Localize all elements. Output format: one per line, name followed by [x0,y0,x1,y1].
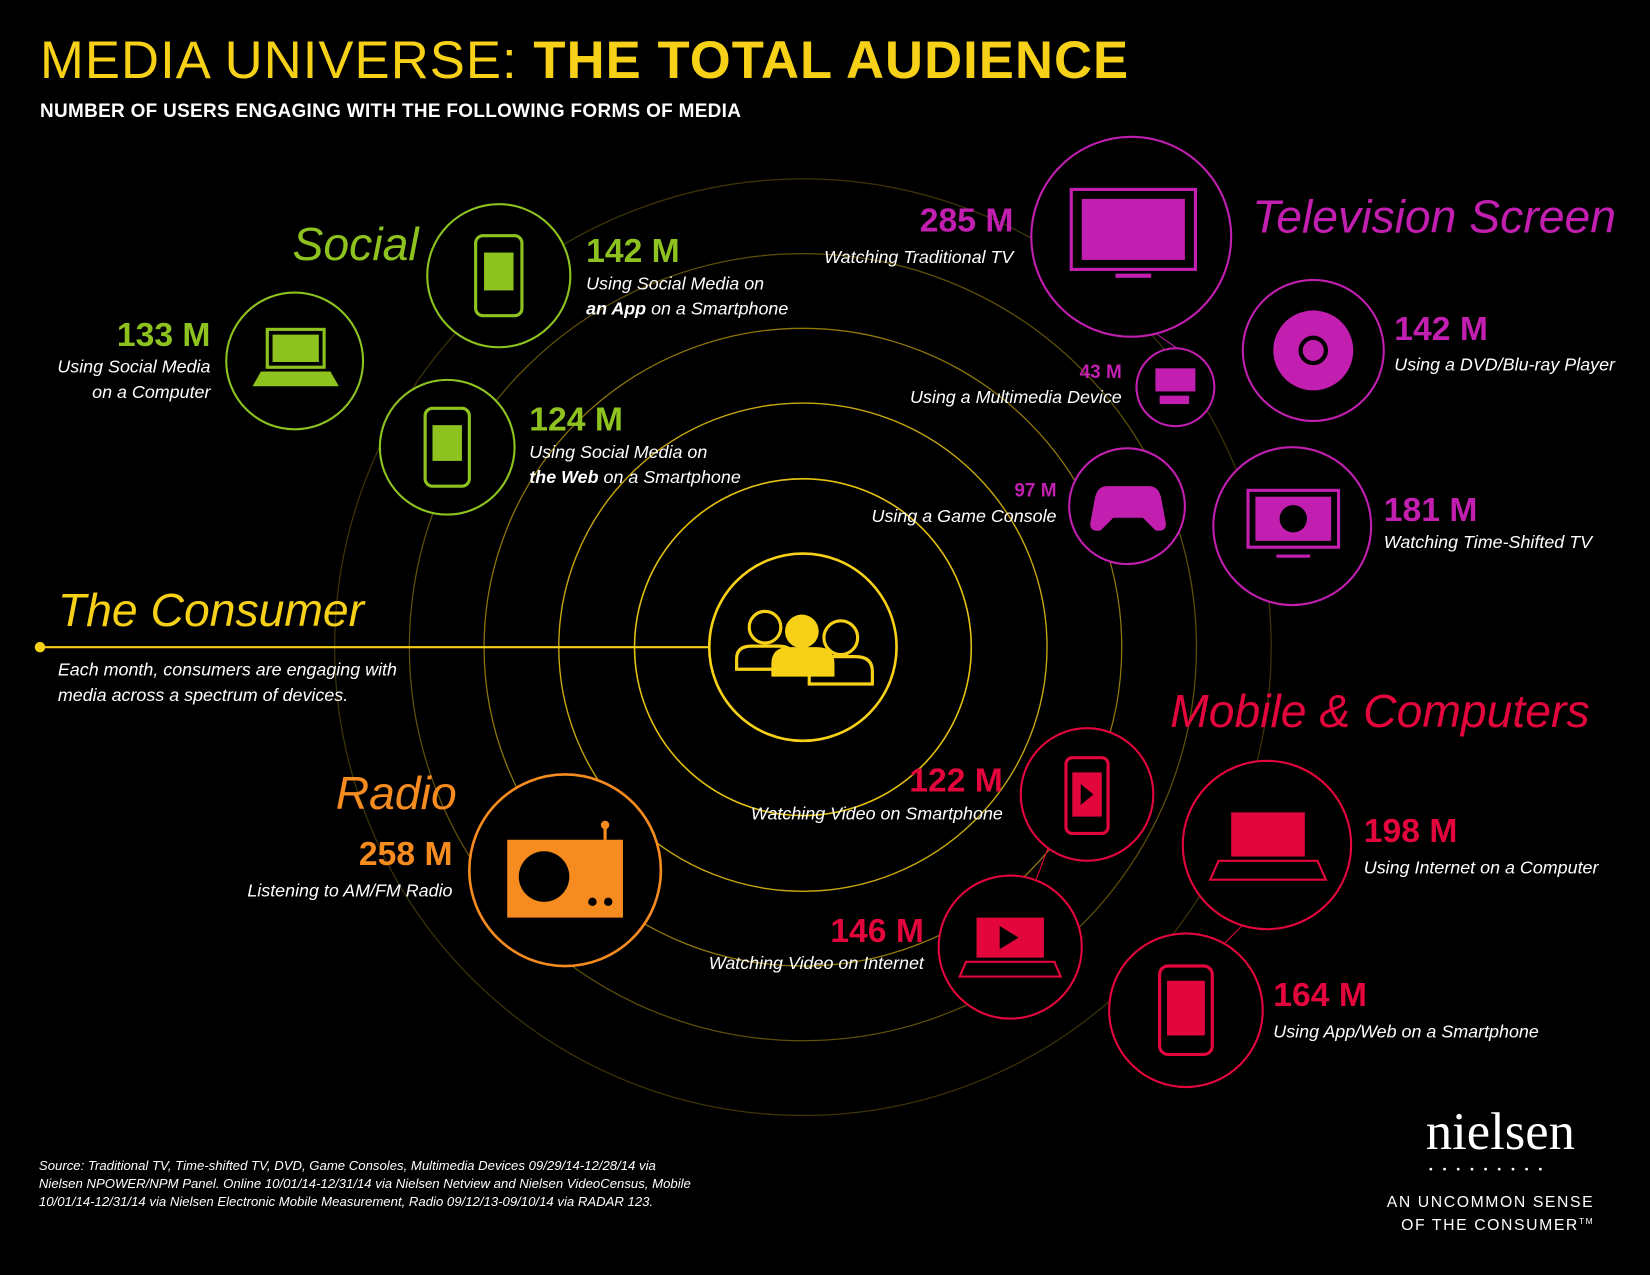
category-television: Television Screen [1252,191,1617,244]
tv-icon [1069,187,1197,278]
stat-value: 142 M [586,231,680,270]
people-icon-center [771,614,835,677]
stat-value: 97 M [1014,479,1057,501]
desc-line: on a Smartphone [598,467,741,488]
stat-desc: Listening to AM/FM Radio [247,880,453,901]
tagline: AN UNCOMMON SENSE OF THE CONSUMERTM [1368,1191,1594,1237]
laptop-chat-icon [252,327,339,387]
tagline-line: AN UNCOMMON SENSE [1386,1193,1595,1212]
desc-line: on a Computer [92,381,211,402]
logo-dots: ••••••••• [1429,1163,1553,1176]
consumer-pointer-dot [34,641,46,653]
smartphone-chat-icon [474,234,524,318]
stat-value: 124 M [529,399,623,438]
desc-line: media across a spectrum of devices. [57,685,349,706]
trademark: TM [1578,1216,1595,1226]
stat-desc: Using App/Web on a Smartphone [1273,1021,1539,1042]
gamepad-icon [1090,486,1166,531]
stat-desc: Using Social Media on a Computer [57,355,210,406]
title-light: MEDIA UNIVERSE: [39,30,518,90]
stat-desc: Using a DVD/Blu-ray Player [1394,354,1616,375]
smartphone-chat-icon [423,406,471,488]
stat-desc: Watching Video on Smartphone [750,803,1003,824]
desc-bold: an App [586,298,647,319]
tagline-line: OF THE CONSUMER [1401,1216,1579,1235]
stat-desc: Watching Time-Shifted TV [1383,532,1593,553]
smartphone-play-icon [1064,756,1110,836]
stat-desc: Watching Video on Internet [708,953,924,974]
title-bold: THE TOTAL AUDIENCE [533,30,1130,90]
desc-line: on a Smartphone [646,298,789,319]
consumer-label: The Consumer [57,585,365,637]
stat-desc: Using Social Media on an App on a Smartph… [586,271,788,322]
stat-value: 146 M [830,911,924,950]
multimedia-device-icon [1155,368,1196,405]
nielsen-logo: nielsen [1425,1101,1575,1161]
category-social: Social [292,218,419,271]
laptop-icon [1208,812,1328,881]
stat-value: 285 M [919,200,1014,239]
tv-clock-icon [1246,488,1341,558]
connector-line [1157,334,1179,350]
stat-desc: Using Social Media on the Web on a Smartp… [529,440,740,491]
disc-icon [1273,310,1354,391]
desc-line: Each month, consumers are engaging with [57,659,397,680]
stat-desc: Using Internet on a Computer [1363,857,1599,878]
desc-line: Using Social Media on [586,273,765,294]
radio-icon [507,820,623,918]
consumer-desc: Each month, consumers are engaging with m… [58,658,397,709]
stat-desc: Using a Game Console [871,506,1057,527]
page-title: MEDIA UNIVERSE: THE TOTAL AUDIENCE [40,29,1129,90]
laptop-play-icon [958,917,1063,978]
category-mobile: Mobile & Computers [1170,686,1590,738]
smartphone-icon [1158,964,1214,1056]
stat-desc: Using a Multimedia Device [909,387,1122,408]
stat-desc: Watching Traditional TV [824,247,1014,268]
category-radio: Radio [335,768,457,820]
desc-line: Using Social Media on [529,441,708,462]
page-subtitle: NUMBER OF USERS ENGAGING WITH THE FOLLOW… [39,99,742,122]
stat-value: 43 M [1079,360,1122,382]
desc-bold: the Web [529,467,599,488]
stat-value: 122 M [909,760,1003,799]
stat-value: 164 M [1273,975,1367,1014]
stat-value: 181 M [1383,490,1478,529]
stat-value: 258 M [358,834,453,873]
desc-line: Using Social Media [57,356,211,377]
stat-value: 133 M [116,315,211,354]
source-note: Source: Traditional TV, Time-shifted TV,… [38,1158,691,1210]
stat-value: 198 M [1363,811,1458,850]
stat-value: 142 M [1394,309,1488,348]
